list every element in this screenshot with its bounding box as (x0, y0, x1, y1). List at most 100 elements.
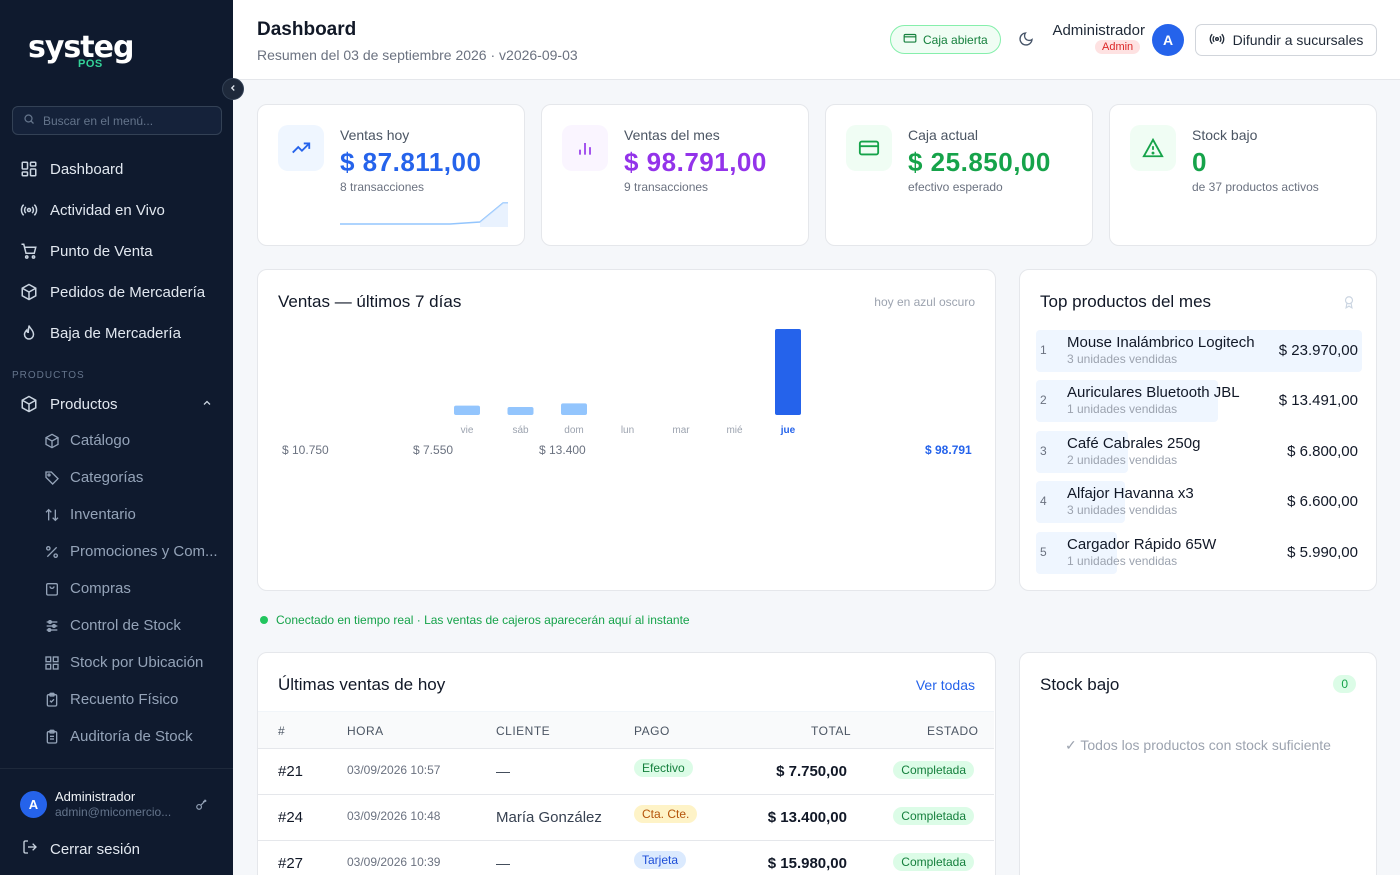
chart-tick-label: vie (461, 425, 474, 436)
sidebar-subitem-recuento[interactable]: Recuento Físico (44, 691, 178, 708)
sidebar-subitem-label: Control de Stock (70, 617, 181, 634)
top-product-name: Mouse Inalámbrico Logitech (1067, 334, 1255, 351)
caja-status-label: Caja abierta (923, 32, 988, 47)
column-header: # (278, 724, 286, 738)
key-icon[interactable] (195, 797, 209, 816)
stat-card-ventas-hoy: Ventas hoy $ 87.811,00 8 transacciones (257, 104, 525, 246)
broadcast-label: Difundir a sucursales (1232, 32, 1364, 48)
credit-card-icon (846, 125, 892, 171)
low-stock-message: ✓ Todos los productos con stock suficien… (1065, 737, 1331, 753)
sidebar-subitem-stock-ubicacion[interactable]: Stock por Ubicación (44, 654, 203, 671)
top-product-total: $ 23.970,00 (1278, 342, 1358, 359)
sale-time: 03/09/2026 10:57 (347, 763, 441, 777)
value-label: $ 13.400 (539, 443, 586, 457)
low-stock-count-badge: 0 (1333, 675, 1356, 693)
user-email: admin@micomercio... (55, 805, 172, 819)
sidebar-item-label: Baja de Mercadería (50, 324, 181, 342)
top-products-card: Top productos del mes 1 Mouse Inalámbric… (1019, 269, 1377, 591)
top-product-total: $ 6.600,00 (1287, 493, 1358, 510)
sidebar-subitem-compras[interactable]: Compras (44, 580, 131, 597)
menu-search-input[interactable] (43, 113, 203, 128)
broadcast-icon (20, 201, 38, 219)
top-product-row[interactable]: 5 Cargador Rápido 65W 1 unidades vendida… (1036, 532, 1362, 574)
caja-status-badge[interactable]: Caja abierta (890, 25, 1001, 54)
bar-chart-icon (562, 125, 608, 171)
sale-total: $ 15.980,00 (767, 855, 847, 872)
table-row[interactable]: #27 03/09/2026 10:39 — Tarjeta $ 15.980,… (258, 841, 994, 875)
user-name: Administrador (55, 789, 136, 804)
menu-search[interactable] (12, 106, 222, 135)
sidebar-item-punto-de-venta[interactable]: Punto de Venta (20, 242, 153, 260)
warning-triangle-icon (1130, 125, 1176, 171)
logout-icon (22, 839, 38, 859)
sidebar-subitem-label: Recuento Físico (70, 691, 179, 708)
sidebar-subitem-categorias[interactable]: Categorías (44, 469, 143, 486)
sidebar-subitem-label: Compras (70, 580, 131, 597)
top-product-rank: 2 (1040, 393, 1047, 407)
value-label: $ 10.750 (282, 443, 329, 457)
top-product-units: 3 unidades vendidas (1067, 352, 1178, 366)
cart-icon (20, 242, 38, 260)
top-product-total: $ 6.800,00 (1287, 443, 1358, 460)
top-product-total: $ 13.491,00 (1278, 392, 1358, 409)
sidebar-group-productos[interactable]: Productos (20, 395, 213, 413)
tag-icon (44, 470, 60, 486)
sidebar-item-baja[interactable]: Baja de Mercadería (20, 324, 181, 342)
sidebar-subitem-control-stock[interactable]: Control de Stock (44, 617, 181, 634)
chart-title: Ventas — últimos 7 días (278, 292, 462, 311)
clipboard-check-icon (44, 692, 60, 708)
chart-bar-vie[interactable] (454, 405, 480, 415)
table-row[interactable]: #21 03/09/2026 10:57 — Efectivo $ 7.750,… (258, 749, 994, 795)
column-header: HORA (347, 724, 384, 738)
view-all-link[interactable]: Ver todas (915, 677, 975, 693)
payment-badge: Cta. Cte. (634, 805, 698, 823)
moon-icon[interactable] (1018, 31, 1034, 52)
sidebar-item-pedidos[interactable]: Pedidos de Mercadería (20, 283, 205, 301)
sidebar-item-actividad[interactable]: Actividad en Vivo (20, 201, 165, 219)
stat-sub: 9 transacciones (624, 180, 709, 194)
table-row[interactable]: #24 03/09/2026 10:48 María González Cta.… (258, 795, 994, 841)
sidebar-subitem-inventario[interactable]: Inventario (44, 506, 136, 523)
stat-sub: efectivo esperado (908, 180, 1003, 194)
page-title: Dashboard (257, 19, 357, 40)
top-product-rank: 4 (1040, 494, 1047, 508)
sale-client: — (496, 855, 510, 871)
chart-bar-sáb[interactable] (507, 407, 534, 415)
sidebar-subitem-label: Promociones y Com... (70, 543, 218, 560)
top-product-row[interactable]: 1 Mouse Inalámbrico Logitech 3 unidades … (1036, 330, 1362, 372)
header-avatar[interactable]: A (1152, 24, 1184, 56)
award-icon (1342, 294, 1356, 315)
clipboard-list-icon (44, 729, 60, 745)
sidebar-item-dashboard[interactable]: Dashboard (20, 160, 123, 178)
broadcast-button[interactable]: Difundir a sucursales (1195, 24, 1377, 56)
sidebar-collapse-button[interactable] (222, 78, 244, 100)
percent-icon (44, 544, 60, 560)
top-product-total: $ 5.990,00 (1287, 544, 1358, 561)
column-header: CLIENTE (496, 724, 551, 738)
stat-card-stock-bajo: Stock bajo 0 de 37 productos activos (1109, 104, 1377, 246)
top-product-row[interactable]: 3 Café Cabrales 250g 2 unidades vendidas… (1036, 431, 1362, 473)
chart-tick-label: mié (726, 425, 743, 436)
avatar[interactable]: A (20, 791, 47, 818)
sale-client: — (496, 763, 510, 779)
sidebar-subitem-catalogo[interactable]: Catálogo (44, 432, 130, 449)
sidebar-subitem-auditoria[interactable]: Auditoría de Stock (44, 728, 193, 745)
sale-time: 03/09/2026 10:39 (347, 855, 441, 869)
sidebar-subitem-label: Inventario (70, 506, 136, 523)
sidebar-subitem-label: Categorías (70, 469, 144, 486)
sidebar-subitem-promociones[interactable]: Promociones y Com... (44, 543, 218, 560)
stat-value: $ 87.811,00 (340, 147, 482, 177)
stat-value: $ 98.791,00 (624, 147, 767, 177)
value-label: $ 98.791 (925, 443, 972, 457)
top-product-row[interactable]: 2 Auriculares Bluetooth JBL 1 unidades v… (1036, 380, 1362, 422)
logout-button[interactable]: Cerrar sesión (22, 839, 140, 859)
sidebar-item-label: Actividad en Vivo (50, 201, 165, 219)
top-product-units: 1 unidades vendidas (1067, 554, 1178, 568)
chart-bar-dom[interactable] (561, 403, 587, 415)
sidebar-footer: A Administrador admin@micomercio... Cerr… (0, 768, 233, 875)
sidebar-subitem-label: Auditoría de Stock (70, 728, 193, 745)
chart-bar-jue[interactable] (775, 329, 801, 415)
top-product-row[interactable]: 4 Alfajor Havanna x3 3 unidades vendidas… (1036, 481, 1362, 523)
app-logo[interactable]: systeg POS (28, 30, 134, 70)
chevron-up-icon (201, 396, 213, 413)
